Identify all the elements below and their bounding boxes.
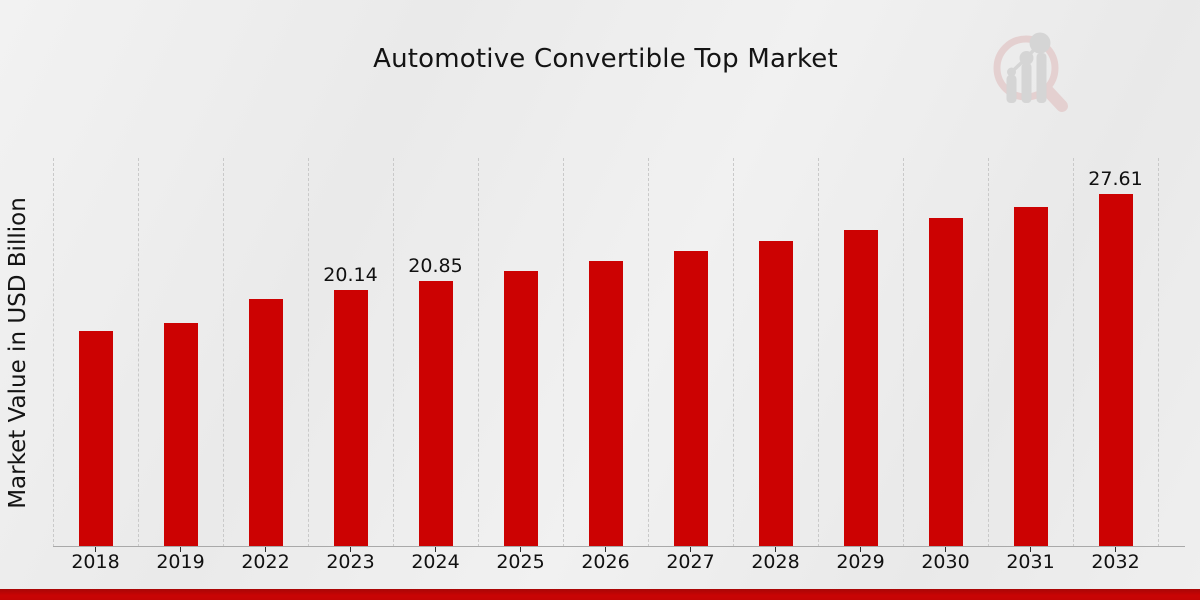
x-tick-label-2028: 2028 [751,551,800,573]
x-axis-tick [179,547,182,552]
gridline [817,158,819,547]
gridline [1157,158,1159,547]
bar-2022 [248,298,283,547]
bar-value-label-2032: 27.61 [1088,168,1143,191]
x-axis-line [53,546,1185,547]
y-axis-label: Market Value in USD Billion [5,197,31,509]
x-tick-label-2032: 2032 [1091,551,1140,573]
gridline [1072,158,1074,547]
gridline [52,158,54,547]
x-tick-label-2024: 2024 [411,551,460,573]
bar-2030 [928,218,963,547]
x-axis-tick [264,547,267,552]
bottom-accent-bar [0,589,1200,600]
x-tick-label-2019: 2019 [156,551,205,573]
x-axis-tick [434,547,437,552]
plot-area: 20.14 20.85 27.61 [52,158,1159,547]
x-tick-label-2022: 2022 [241,551,290,573]
x-tick-label-2025: 2025 [496,551,545,573]
x-tick-label-2029: 2029 [836,551,885,573]
bar-value-label-2023: 20.14 [323,263,378,286]
x-axis-tick [519,547,522,552]
bar-2025 [503,271,538,547]
magnifier-bar-chart-logo-icon [993,32,1068,112]
x-axis-tick [1029,547,1032,552]
chart-title: Automotive Convertible Top Market [373,44,838,74]
gridline [137,158,139,547]
x-tick-label-2023: 2023 [326,551,375,573]
x-axis-tick [94,547,97,552]
bar-2027 [673,251,708,547]
gridline [732,158,734,547]
x-axis-tick [689,547,692,552]
gridline [392,158,394,547]
bar-2031 [1013,206,1048,547]
bar-2019 [163,322,198,547]
bar-2029 [843,229,878,547]
bar-2023 [333,289,368,547]
gridline [902,158,904,547]
x-axis-tick [859,547,862,552]
bar-2028 [758,240,793,547]
x-axis-tick [944,547,947,552]
x-axis-tick [604,547,607,552]
bar-2032 [1098,194,1133,547]
x-axis-tick [349,547,352,552]
x-axis-tick [774,547,777,552]
gridline [307,158,309,547]
x-tick-label-2026: 2026 [581,551,630,573]
x-axis-tick [1114,547,1117,552]
bar-2026 [588,261,623,547]
x-tick-label-2018: 2018 [71,551,120,573]
gridline [562,158,564,547]
gridline [477,158,479,547]
x-tick-label-2027: 2027 [666,551,715,573]
bar-value-label-2024: 20.85 [408,254,463,277]
bar-2024 [418,280,453,547]
gridline [222,158,224,547]
x-tick-label-2030: 2030 [921,551,970,573]
x-tick-label-2031: 2031 [1006,551,1055,573]
gridline [987,158,989,547]
bar-2018 [78,330,113,547]
gridline [647,158,649,547]
